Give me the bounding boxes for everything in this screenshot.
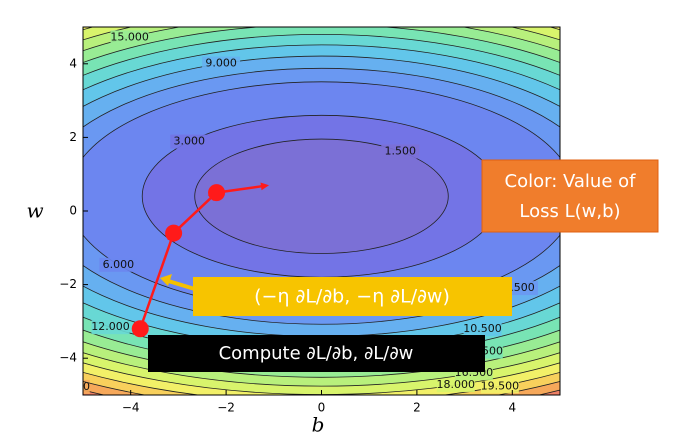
contour-label-group: 22.500: [51, 379, 90, 394]
contour-label: 10.500: [463, 322, 502, 335]
contour-label: 22.500: [51, 380, 90, 393]
contour-label-bg: [83, 379, 90, 394]
y-tick-label: 0: [69, 204, 77, 218]
contour-label-group: 6.000: [99, 257, 138, 272]
x-tick-label: −4: [122, 401, 140, 415]
contour-band: [194, 139, 449, 254]
contour-label-bg: [480, 379, 519, 394]
contour-label-group: 10.500: [463, 322, 502, 337]
y-tick-label: −2: [59, 277, 77, 291]
contour-label-group: 12.000: [91, 320, 130, 335]
contour-label-bg: [436, 378, 475, 393]
y-axis-label: w: [26, 199, 43, 223]
path-point: [208, 184, 226, 202]
x-tick-label: 2: [413, 401, 421, 415]
contour-label: 1.500: [385, 144, 417, 157]
contour-label-group: 15.000: [110, 30, 149, 45]
y-tick-label: 4: [69, 56, 77, 70]
contour-label-bg: [91, 320, 130, 335]
contour-label: 15.000: [110, 30, 149, 43]
y-tick-label: 2: [69, 130, 77, 144]
x-tick-label: −2: [217, 401, 235, 415]
contour-label: 18.000: [437, 378, 476, 391]
contour-label: 6.000: [103, 258, 135, 271]
compute-note-box: [148, 335, 485, 372]
contour-label-bg: [202, 56, 241, 71]
contour-line: [194, 138, 449, 254]
contour-line: [83, 67, 560, 325]
contour-label-group: 3.000: [170, 134, 209, 149]
contour-label-group: 1.500: [381, 144, 420, 159]
contour-line: [83, 27, 560, 378]
contour-label-bg: [110, 30, 149, 45]
color-note-line: Loss L(w,b): [519, 201, 620, 222]
contour-line: [83, 27, 560, 387]
path-point: [131, 320, 149, 338]
contour-label: 19.500: [481, 379, 520, 392]
contour-label: 12.000: [91, 320, 130, 333]
note-arrow-head: [160, 274, 172, 286]
compute-note: Compute ∂L/∂b, ∂L/∂w: [219, 343, 414, 364]
color-note-line: Color: Value of: [505, 171, 637, 192]
contour-label-bg: [381, 144, 420, 159]
x-axis-label: b: [312, 413, 325, 437]
x-tick-label: 4: [508, 401, 516, 415]
update-note: (−η ∂L/∂b, −η ∂L/∂w): [254, 286, 450, 308]
contour-label-bg: [463, 322, 502, 337]
contour-label: 3.000: [174, 135, 206, 148]
contour-label: 9.000: [205, 57, 237, 70]
note-arrow: [164, 278, 199, 292]
path-point: [165, 224, 183, 242]
x-tick-label: 0: [318, 401, 326, 415]
color-note-box: [481, 159, 659, 233]
y-tick-label: −4: [59, 351, 77, 365]
gradient-step: [139, 238, 173, 330]
contour-label-bg: [170, 134, 209, 149]
step-arrowhead: [260, 182, 270, 191]
contour-label-group: 9.000: [202, 56, 241, 71]
contour-label-bg: [99, 257, 138, 272]
gradient-step: [172, 195, 214, 234]
update-note-box: [193, 277, 512, 316]
contour-label-group: 18.000: [436, 378, 476, 393]
overlay: [131, 182, 270, 338]
contour-label-group: 19.500: [480, 379, 520, 394]
